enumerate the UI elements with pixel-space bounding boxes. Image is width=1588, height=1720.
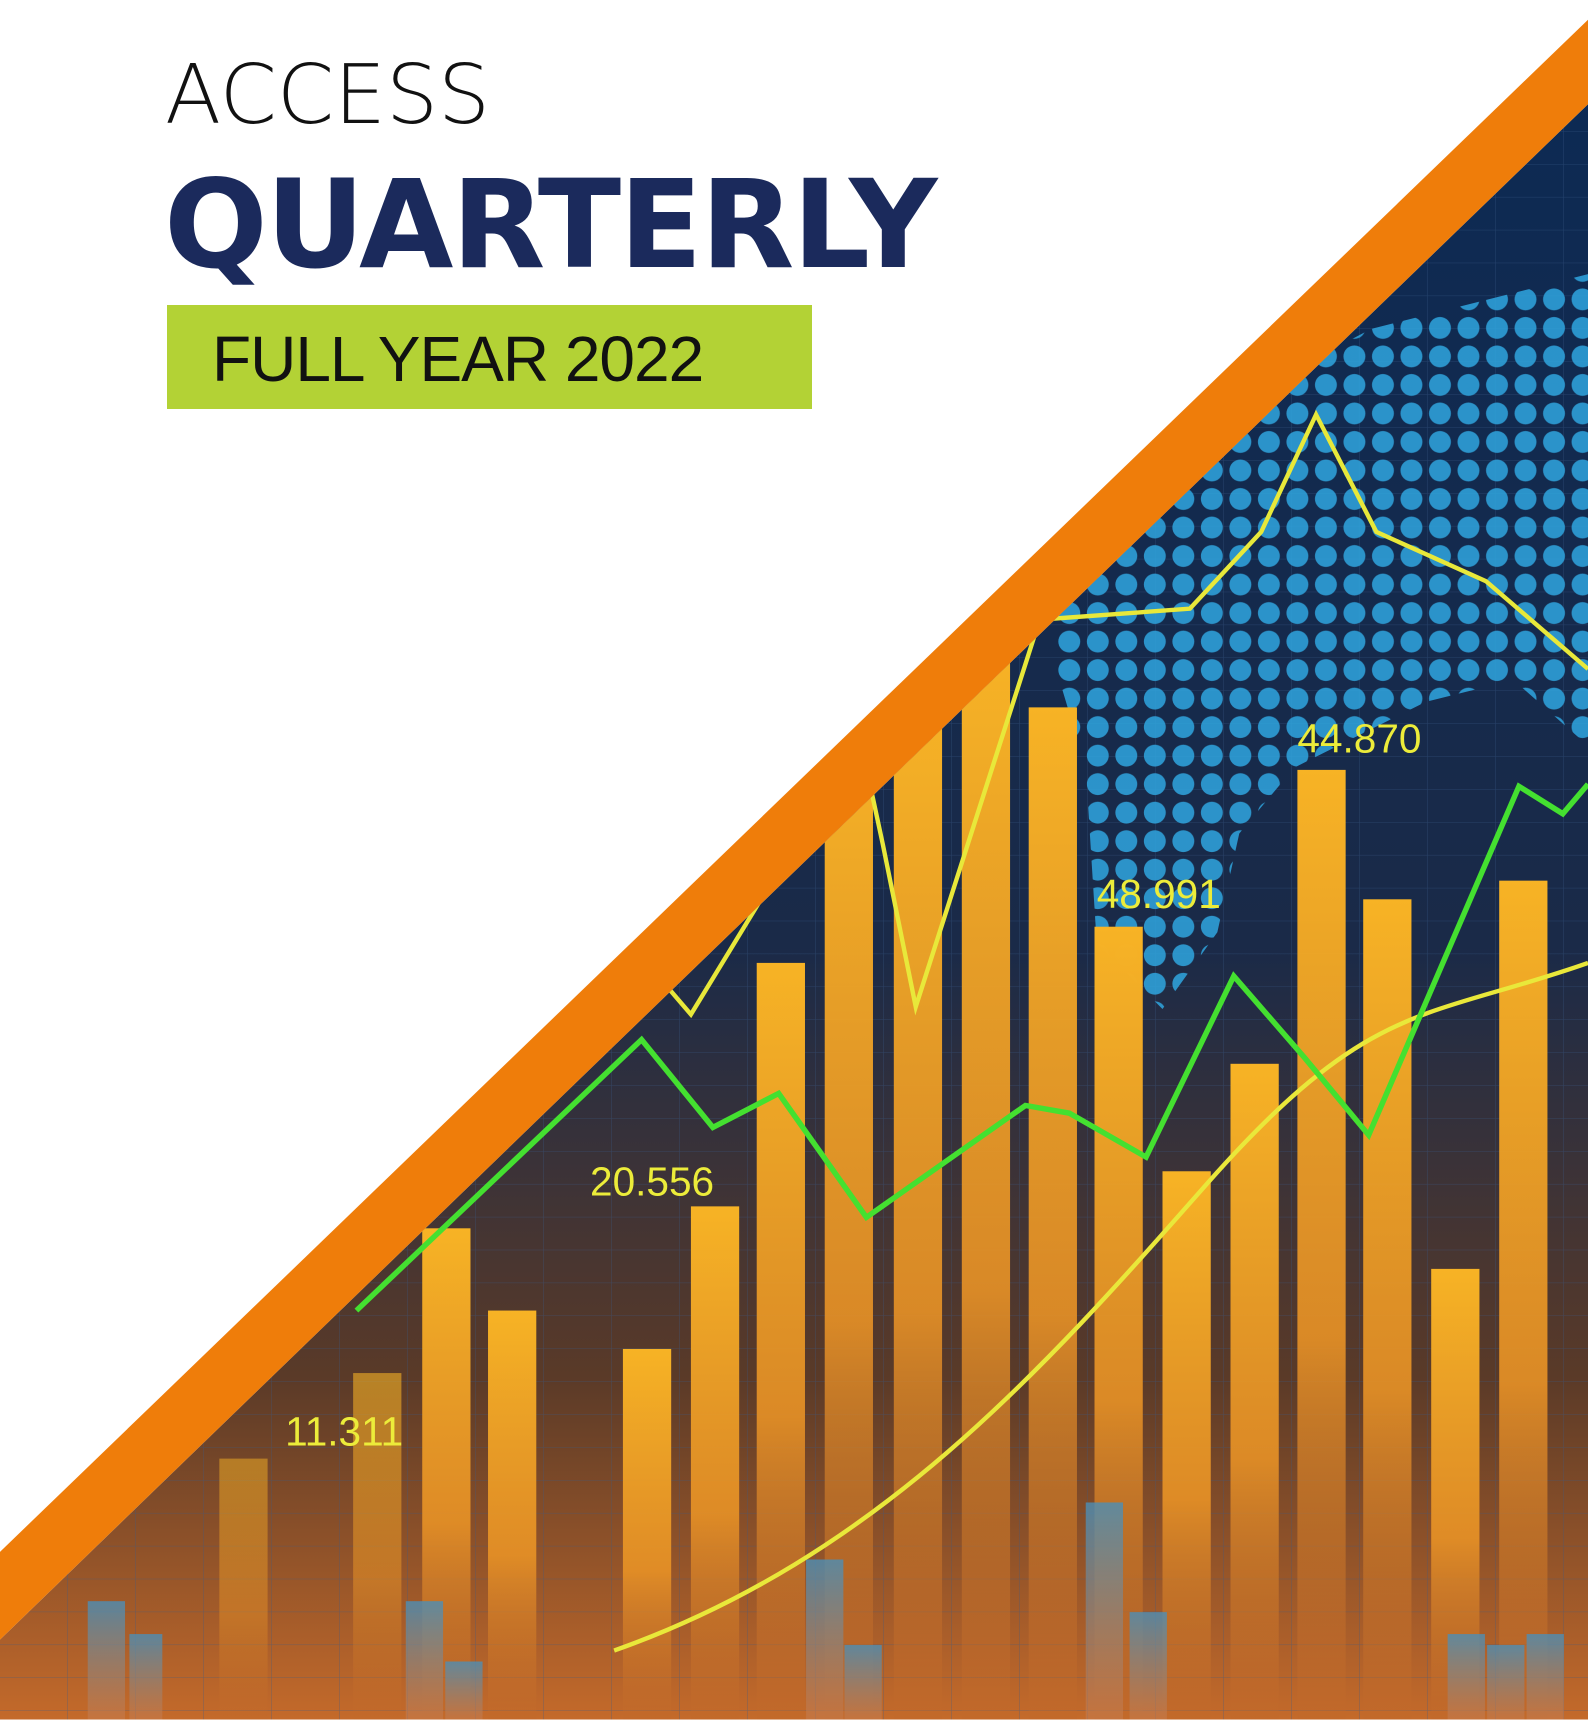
brand: ACCESS <box>165 48 490 143</box>
low-bars <box>87 1502 1564 1720</box>
trend-curve <box>613 960 1588 1653</box>
title: QUARTERLY <box>164 154 939 296</box>
figure-label: 11.311 <box>285 1408 403 1454</box>
figure-label: 48.991 <box>1097 871 1221 917</box>
bars <box>219 649 1548 1720</box>
green-line <box>354 782 1588 1313</box>
orange-stripe <box>0 19 1588 1640</box>
period: FULL YEAR 2022 <box>212 323 703 395</box>
figure-label: 44.870 <box>1297 715 1421 761</box>
figure-label: 20.556 <box>590 1158 714 1204</box>
period-badge <box>167 305 812 409</box>
